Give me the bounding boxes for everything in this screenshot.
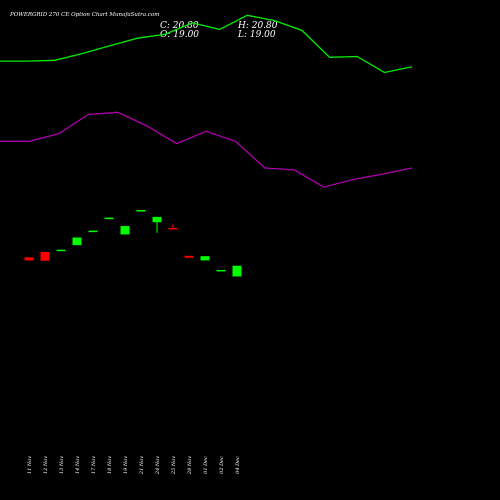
x-tick-label: 01 Dec	[203, 456, 209, 474]
candle-body	[136, 210, 146, 212]
open-value: O: 19.00	[160, 30, 199, 40]
candle-body	[200, 256, 210, 261]
x-tick-label: 17 Nov	[91, 456, 97, 474]
x-tick-label: 24 Nov	[155, 456, 161, 475]
x-tick-label: 14 Nov	[75, 456, 81, 474]
indicator-lines	[0, 14, 413, 188]
x-axis-labels: 11 Nov 12 Nov 13 Nov 14 Nov 17 Nov 18 Nov 19 N…	[27, 456, 241, 475]
upper-line-series	[0, 14, 413, 74]
close-value: C: 20.80	[160, 21, 199, 31]
candle-body	[24, 257, 34, 261]
candle-body	[120, 226, 130, 235]
candle-body	[72, 237, 82, 246]
lower-line-series	[0, 111, 413, 188]
x-tick-label: 25 Nov	[171, 456, 177, 475]
candle-body	[152, 216, 162, 223]
x-tick-label: 21 Nov	[139, 456, 145, 475]
low-value: L: 19.00	[237, 30, 276, 40]
x-tick-label: 28 Nov	[187, 456, 193, 475]
x-tick-label: 13 Nov	[59, 456, 65, 474]
x-tick-label: 11 Nov	[27, 456, 33, 474]
candle-body	[56, 249, 66, 252]
x-tick-label: 12 Nov	[43, 456, 49, 474]
chart-title: POWERGRID 270 CE Option Chart MunafaSutr…	[9, 12, 159, 18]
candle-body	[40, 252, 50, 261]
candle-body	[104, 217, 114, 220]
candles-layer	[24, 210, 242, 277]
x-tick-label: 18 Nov	[107, 456, 113, 474]
high-value: H: 20.80	[237, 21, 278, 31]
x-tick-label: 19 Nov	[123, 456, 129, 474]
candle-body	[232, 265, 242, 277]
candle-body	[168, 227, 178, 230]
candle-body	[216, 269, 226, 272]
candle-body	[184, 255, 194, 258]
x-tick-label: 02 Dec	[219, 456, 225, 474]
candle-body	[88, 230, 98, 233]
x-tick-label: 04 Dec	[235, 456, 241, 474]
